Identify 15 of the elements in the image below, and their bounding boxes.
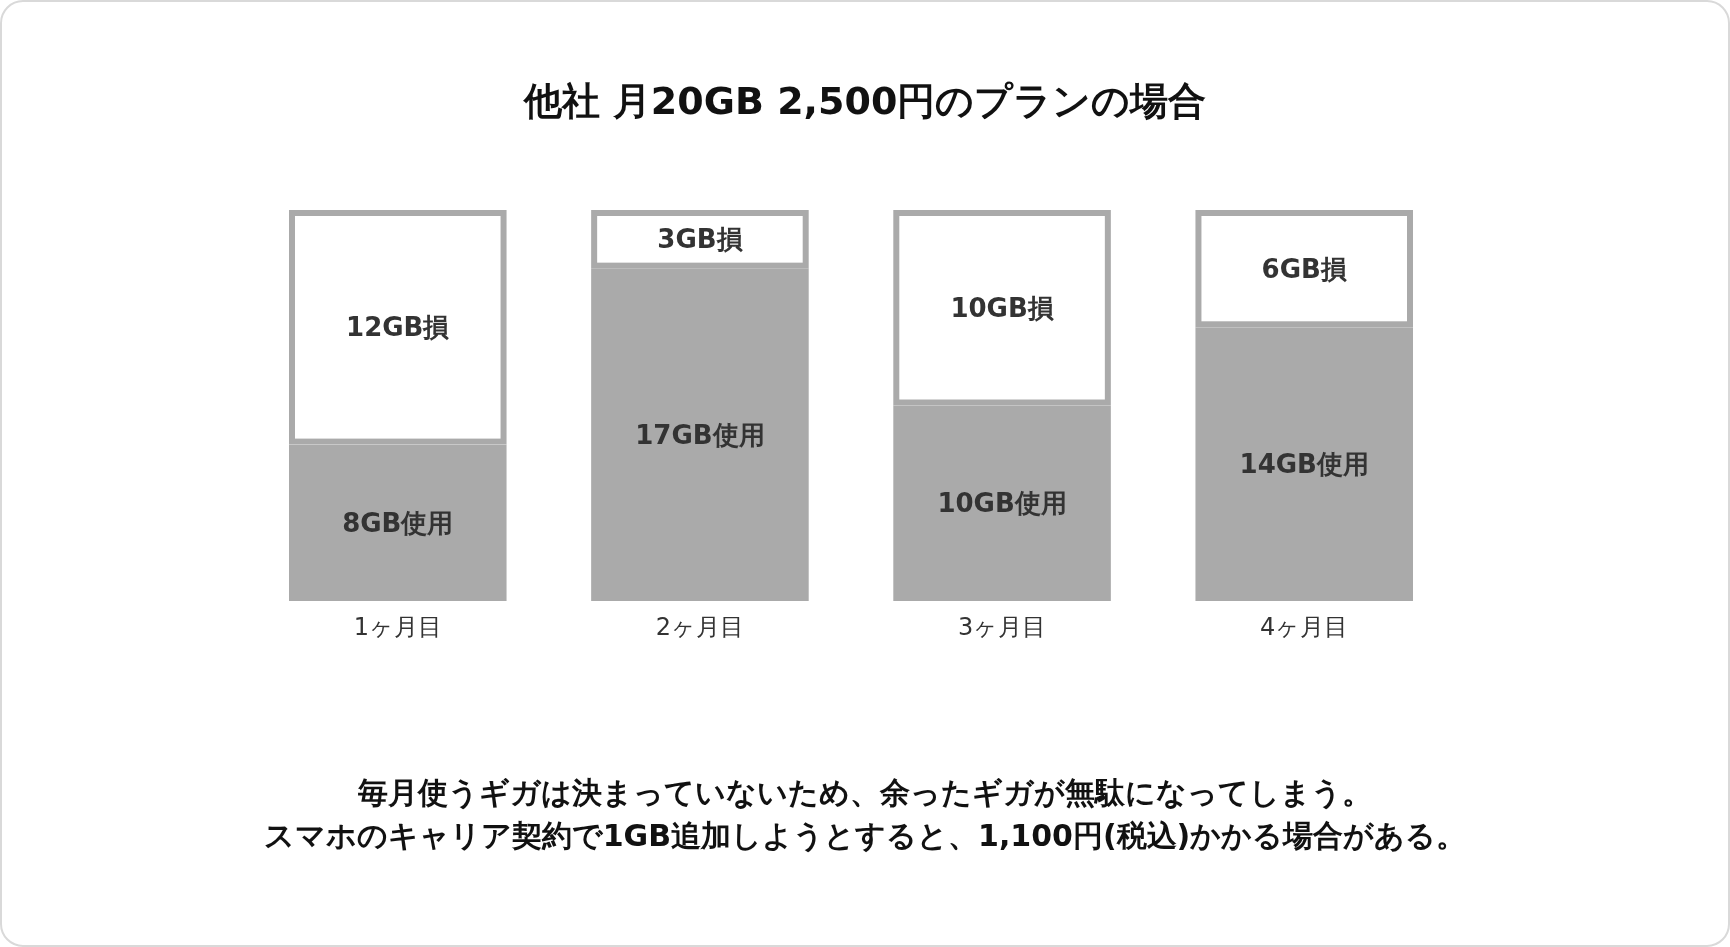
text: スマホのキャリア契約で1GB追加しようとすると、1,100円(税込)かかる場合がある。 [263,817,1467,853]
x-tick-label: 2ヶ月目 [655,613,745,641]
data-label: 12GB損 [346,312,450,343]
data-label: 17GB使用 [635,419,765,450]
text: 毎月使うギガは決まっていないため、余ったギガが無駄になってしまう。 [357,774,1372,810]
data-label: 8GB使用 [342,507,454,538]
x-tick-label: 3ヶ月目 [957,613,1047,641]
x-tick-label: 4ヶ月目 [1260,613,1349,641]
chart-title: 他社 月20GB 2,500円のプランの場合 [521,79,1207,123]
data-label: 6GB損 [1261,253,1347,284]
data-label: 10GB使用 [937,488,1067,519]
data-label: 3GB損 [657,224,743,255]
data-label: 14GB使用 [1239,449,1369,480]
data-label: 10GB損 [950,292,1054,323]
x-tick-label: 1ヶ月目 [353,613,442,641]
